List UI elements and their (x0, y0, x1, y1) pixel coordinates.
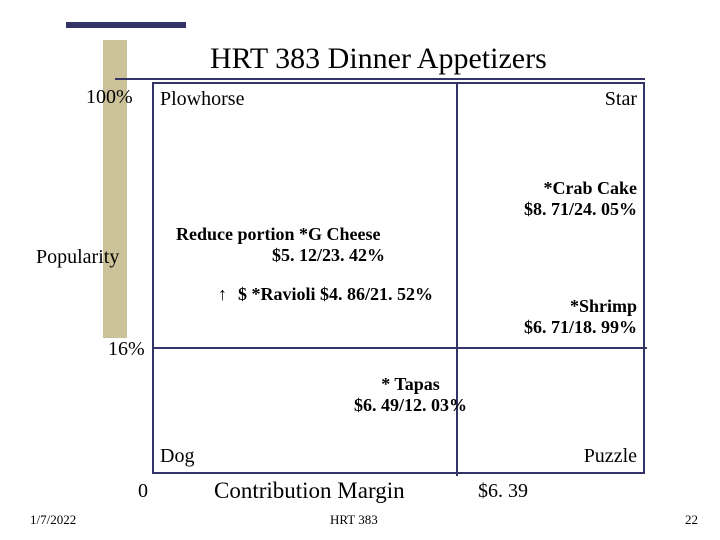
x-axis-mid-label: $6. 39 (478, 480, 528, 503)
item-tapas: * Tapas $6. 49/12. 03% (354, 374, 467, 416)
footer-page-number: 22 (685, 512, 698, 528)
item-crab-cake-values: $8. 71/24. 05% (524, 199, 637, 220)
y-axis-max-label: 100% (86, 86, 133, 109)
y-axis-title: Popularity (36, 246, 119, 269)
note-gcheese-line1: Reduce portion *G Cheese (176, 224, 380, 244)
quadrant-label-bottom-right: Puzzle (584, 445, 637, 468)
item-tapas-name: * Tapas (354, 374, 467, 395)
note-ravioli: $ *Ravioli $4. 86/21. 52% (238, 284, 433, 305)
quadrant-label-top-right: Star (605, 88, 637, 111)
quadrant-label-top-left: Plowhorse (160, 88, 244, 111)
quadrant-chart: Plowhorse Star Dog Puzzle *Crab Cake $8.… (152, 82, 645, 474)
item-crab-cake-name: *Crab Cake (524, 178, 637, 199)
footer-center: HRT 383 (330, 512, 378, 528)
item-shrimp: *Shrimp $6. 71/18. 99% (524, 296, 637, 338)
vertical-divider (456, 84, 458, 476)
note-gcheese-line2: $5. 12/23. 42% (176, 245, 385, 265)
item-tapas-values: $6. 49/12. 03% (354, 395, 467, 416)
slide: HRT 383 Dinner Appetizers 100% Popularit… (0, 0, 720, 540)
title-underline (115, 78, 645, 80)
note-gcheese: Reduce portion *G Cheese $5. 12/23. 42% (176, 224, 385, 266)
title-accent-box (103, 40, 127, 338)
x-axis-origin-label: 0 (138, 480, 148, 503)
x-axis-title: Contribution Margin (214, 478, 405, 504)
quadrant-label-bottom-left: Dog (160, 445, 194, 468)
up-arrow-icon: ↑ (218, 284, 227, 305)
horizontal-divider (154, 347, 647, 349)
footer-date: 1/7/2022 (30, 512, 76, 528)
slide-title: HRT 383 Dinner Appetizers (210, 42, 547, 76)
item-crab-cake: *Crab Cake $8. 71/24. 05% (524, 178, 637, 220)
item-shrimp-name: *Shrimp (524, 296, 637, 317)
item-shrimp-values: $6. 71/18. 99% (524, 317, 637, 338)
title-rule (66, 22, 186, 28)
y-axis-min-label: 16% (108, 338, 145, 361)
